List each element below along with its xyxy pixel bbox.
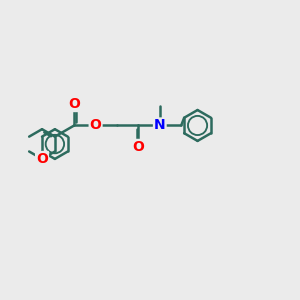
Text: N: N	[154, 118, 166, 133]
Text: O: O	[36, 152, 48, 166]
Text: O: O	[133, 140, 144, 154]
Text: O: O	[90, 118, 101, 133]
Text: O: O	[68, 97, 80, 111]
